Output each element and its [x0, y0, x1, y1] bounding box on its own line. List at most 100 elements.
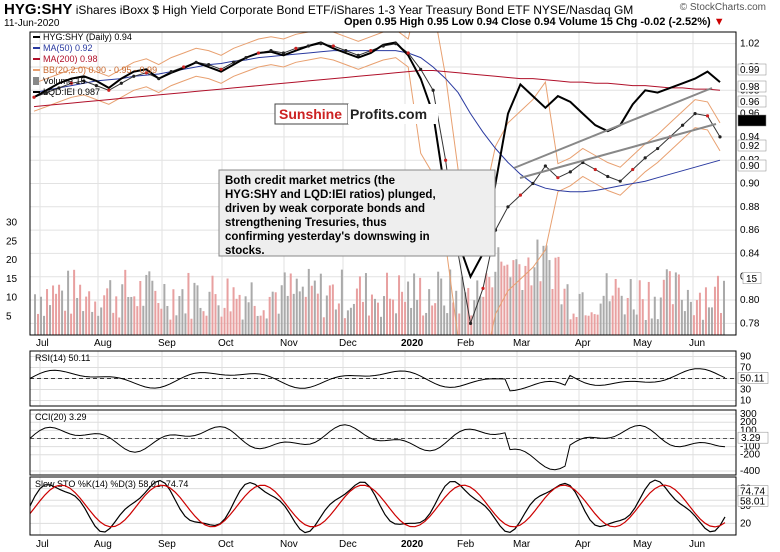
volume-bar: [55, 293, 58, 335]
volume-bar: [349, 307, 352, 335]
volume-bar: [623, 314, 626, 335]
volume-bar: [130, 296, 133, 335]
cci-title: CCI(20) 3.29: [35, 412, 87, 422]
sto-k-line: [30, 479, 726, 534]
price-point: [518, 193, 523, 197]
exchange: NYSE/Nasdaq GM: [533, 3, 634, 17]
volume-bar: [70, 313, 73, 335]
volume-bar: [250, 282, 253, 335]
volume-bar: [398, 275, 401, 335]
last-value-label: 0.94: [740, 116, 760, 127]
volume-bar: [431, 305, 434, 335]
callout-text-line: driven by weak corporate bonds and: [225, 203, 425, 215]
volume-bar: [337, 303, 340, 335]
volume-bar: [458, 313, 461, 335]
price-point: [169, 70, 173, 74]
last-value-label: 0.90: [740, 161, 760, 172]
sto-last-label: 58.01: [740, 496, 765, 507]
volume-bar: [407, 281, 410, 335]
volume-bar: [677, 274, 680, 335]
y-tick-label: 0.96: [740, 109, 760, 120]
last-value-label: 0.96: [740, 97, 760, 108]
volume-bar: [656, 319, 659, 335]
volume-bar: [376, 302, 379, 335]
volume-bar: [602, 295, 605, 335]
x-tick-label-bottom: Aug: [94, 539, 112, 550]
volume-bar: [443, 305, 446, 335]
volume-bar: [488, 276, 491, 335]
volume-bar: [626, 297, 629, 335]
volume-bar: [52, 285, 55, 335]
chart-title-line: HYG:SHY iShares iBoxx $ High Yield Corpo…: [4, 1, 633, 18]
price-point: [44, 91, 49, 95]
symbol-description: iShares iBoxx $ High Yield Corporate Bon…: [75, 3, 530, 17]
volume-bar: [473, 300, 476, 335]
rsi-last-label: 50.11: [740, 374, 765, 385]
volume-bar: [611, 295, 614, 335]
callout-text-line: Both credit market metrics (the: [225, 175, 395, 187]
volume-bar: [620, 295, 623, 335]
volume-bar: [196, 285, 199, 335]
last-value-label: 0.92: [740, 141, 760, 152]
volume-bar: [482, 296, 485, 335]
volume-bar: [689, 301, 692, 335]
volume-bar: [277, 313, 280, 335]
price-point: [444, 158, 448, 162]
price-point: [331, 44, 335, 48]
volume-bar: [383, 296, 386, 335]
volume-bar: [346, 310, 349, 335]
rsi-line: [30, 368, 726, 392]
price-point: [344, 49, 348, 53]
volume-bar: [43, 315, 46, 335]
x-tick-label-top: Mar: [513, 338, 531, 349]
volume-bar: [79, 284, 82, 335]
price-point: [32, 95, 36, 99]
volume-bar: [719, 312, 722, 335]
volume-bar: [650, 318, 653, 335]
volume-bar: [485, 273, 488, 335]
volume-bar: [680, 299, 683, 335]
price-point: [643, 156, 647, 160]
volume-bar: [307, 268, 310, 335]
volume-bar: [542, 245, 545, 335]
volume-bar: [352, 303, 355, 335]
volume-bar: [413, 273, 416, 335]
volume-bar: [112, 312, 115, 335]
volume-bar: [265, 318, 268, 335]
volume-bar: [49, 305, 52, 335]
volume-bar: [100, 307, 103, 335]
x-tick-label-bottom: 2020: [401, 539, 424, 550]
volume-bar: [386, 272, 389, 335]
x-tick-label-bottom: Apr: [575, 539, 591, 550]
volume-bar: [124, 269, 127, 335]
price-point: [294, 46, 298, 50]
volume-tick-label: 15: [6, 274, 18, 285]
volume-bar: [310, 285, 313, 335]
price-point: [244, 56, 248, 60]
volume-bar: [446, 313, 449, 335]
ma50-line: [33, 50, 721, 193]
x-tick-label-bottom: Jun: [689, 539, 705, 550]
volume-bar: [500, 261, 503, 335]
cci-last-label: 3.29: [741, 433, 761, 444]
sto-title: Slow STO %K(14) %D(3) 58.01, 74.74: [35, 479, 188, 489]
volume-bar: [479, 296, 482, 335]
volume-bar: [659, 297, 662, 335]
ohlc-line: Open 0.95 High 0.95 Low 0.94 Close 0.94 …: [344, 16, 725, 28]
volume-bar: [328, 285, 331, 335]
price-point: [543, 164, 547, 168]
volume-bar: [370, 294, 373, 335]
volume-bar: [64, 310, 67, 335]
volume-bar: [425, 312, 428, 335]
volume-bar: [316, 293, 319, 335]
x-tick-label-top: Nov: [280, 338, 298, 349]
volume-bar: [647, 281, 650, 335]
volume-bar: [716, 275, 719, 335]
volume-bar: [704, 287, 707, 335]
volume-bar: [172, 289, 175, 335]
volume-last-label: 15: [746, 274, 758, 285]
volume-bar: [440, 278, 443, 335]
volume-bar: [151, 280, 154, 335]
volume-tick-label: 30: [6, 218, 18, 229]
volume-bar: [364, 273, 367, 335]
